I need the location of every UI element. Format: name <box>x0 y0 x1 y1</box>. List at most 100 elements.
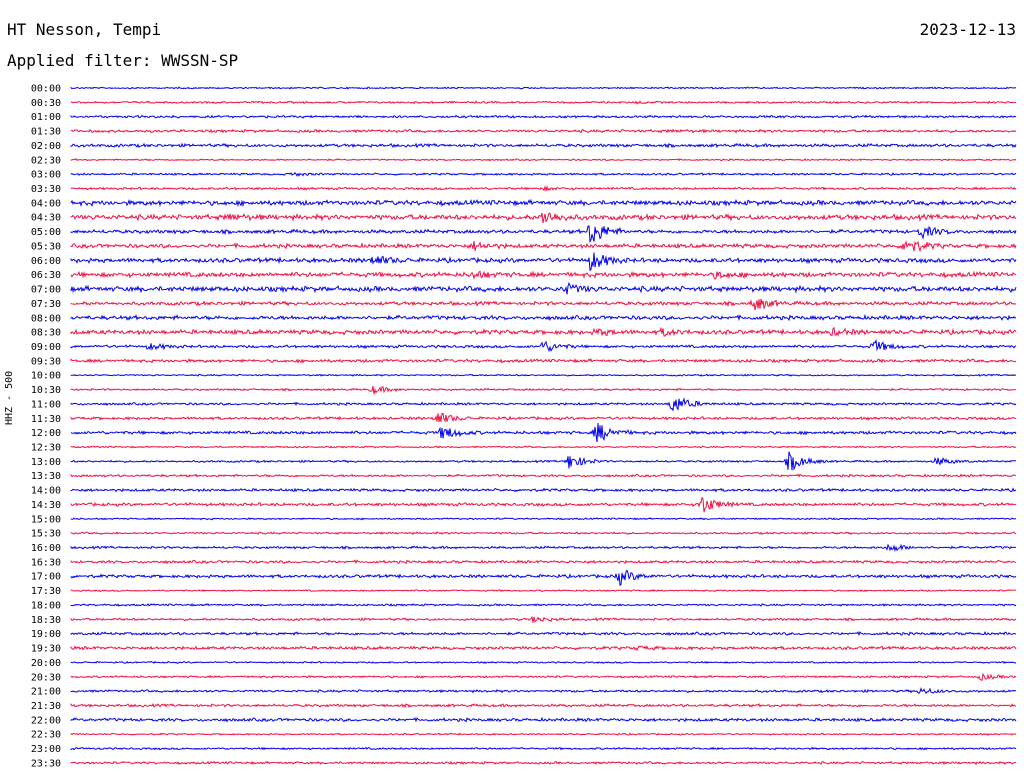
row-time-label: 16:00 <box>31 543 61 554</box>
row-time-label: 04:00 <box>31 198 61 209</box>
seismic-trace-line <box>70 445 1017 449</box>
seismic-trace-line <box>70 142 1017 149</box>
row-time-label: 14:00 <box>31 486 61 497</box>
row-time-label: 00:00 <box>31 84 61 95</box>
seismic-trace-line <box>70 357 1017 364</box>
seismic-trace-line <box>70 672 1017 681</box>
seismic-trace-line <box>70 615 1017 623</box>
row-time-label: 04:30 <box>31 213 61 224</box>
seismic-trace-line <box>70 158 1017 162</box>
seismic-trace-line <box>70 559 1017 565</box>
seismic-trace-line <box>70 702 1017 709</box>
row-time-label: 17:30 <box>31 586 61 597</box>
station-title: HT Nesson, Tempi <box>7 20 162 39</box>
row-time-label: 19:30 <box>31 644 61 655</box>
row-time-label: 06:00 <box>31 256 61 267</box>
seismic-trace-line <box>70 760 1017 766</box>
seismic-trace-line <box>70 589 1017 593</box>
seismic-trace-line <box>70 413 1017 423</box>
seismic-trace-line <box>70 496 1017 513</box>
row-time-label: 14:30 <box>31 500 61 511</box>
row-time-label: 10:30 <box>31 385 61 396</box>
row-time-label: 13:30 <box>31 471 61 482</box>
row-time-label: 13:00 <box>31 457 61 468</box>
row-time-label: 19:00 <box>31 629 61 640</box>
seismic-trace-line <box>70 338 1017 353</box>
row-time-label: 20:00 <box>31 658 61 669</box>
row-time-label: 11:30 <box>31 414 61 425</box>
row-time-label: 07:30 <box>31 299 61 310</box>
row-time-label: 11:00 <box>31 399 61 410</box>
row-time-label: 01:30 <box>31 127 61 138</box>
row-time-label: 12:30 <box>31 443 61 454</box>
row-time-label: 03:00 <box>31 170 61 181</box>
seismic-trace-line <box>70 746 1017 751</box>
row-time-label: 21:30 <box>31 701 61 712</box>
row-time-label: 06:30 <box>31 270 61 281</box>
row-time-label: 21:00 <box>31 687 61 698</box>
seismic-trace-line <box>70 185 1017 193</box>
seismic-trace-line <box>70 128 1017 134</box>
seismic-trace-line <box>70 716 1017 723</box>
row-time-label: 23:30 <box>31 758 61 769</box>
seismic-trace-line <box>70 451 1017 471</box>
seismic-trace-line <box>70 397 1017 412</box>
row-time-label: 08:30 <box>31 328 61 339</box>
row-time-label: 22:30 <box>31 730 61 741</box>
seismic-trace-line <box>70 531 1017 536</box>
row-time-label: 20:30 <box>31 672 61 683</box>
row-time-label: 18:00 <box>31 600 61 611</box>
row-time-label: 16:30 <box>31 557 61 568</box>
seismic-trace-line <box>70 100 1017 105</box>
row-time-label: 22:00 <box>31 715 61 726</box>
seismic-trace-line <box>70 543 1017 552</box>
row-time-label: 05:30 <box>31 241 61 252</box>
seismic-trace-line <box>70 298 1017 311</box>
seismic-trace-line <box>70 270 1017 280</box>
row-time-label: 23:00 <box>31 744 61 755</box>
seismic-trace-line <box>70 386 1017 395</box>
seismic-trace-line <box>70 373 1017 377</box>
seismic-trace-line <box>70 473 1017 478</box>
row-time-label: 02:30 <box>31 155 61 166</box>
row-time-label: 00:30 <box>31 98 61 109</box>
seismic-trace-line <box>70 326 1017 337</box>
seismic-trace-line <box>70 281 1017 295</box>
seismic-trace-line <box>70 487 1017 493</box>
seismic-trace-line <box>70 422 1017 443</box>
row-time-label: 09:00 <box>31 342 61 353</box>
seismic-trace-line <box>70 212 1017 224</box>
seismic-trace-line <box>70 172 1017 177</box>
seismic-trace-line <box>70 603 1017 607</box>
filter-label: Applied filter: WWSSN-SP <box>7 51 239 70</box>
row-time-label: 07:00 <box>31 285 61 296</box>
seismic-trace-line <box>70 645 1017 652</box>
seismic-trace-line <box>70 252 1017 272</box>
date-label: 2023-12-13 <box>919 20 1016 39</box>
row-time-label: 03:30 <box>31 184 61 195</box>
seismic-trace-line <box>70 313 1017 322</box>
row-time-label: 15:30 <box>31 529 61 540</box>
seismic-trace-line <box>70 687 1017 695</box>
row-time-label: 17:00 <box>31 572 61 583</box>
seismic-trace-line <box>70 517 1017 521</box>
row-time-label: 01:00 <box>31 112 61 123</box>
row-time-label: 05:00 <box>31 227 61 238</box>
seismic-trace-line <box>70 630 1017 637</box>
seismic-trace-line <box>70 198 1017 208</box>
seismic-trace-line <box>70 114 1017 119</box>
seismic-trace-line <box>70 569 1017 586</box>
row-time-label: 10:00 <box>31 371 61 382</box>
seismic-trace-line <box>70 660 1017 664</box>
row-time-label: 12:00 <box>31 428 61 439</box>
row-time-label: 02:00 <box>31 141 61 152</box>
row-time-label: 18:30 <box>31 615 61 626</box>
seismic-trace-line <box>70 86 1017 90</box>
seismic-trace-line <box>70 240 1017 253</box>
row-time-label: 09:30 <box>31 356 61 367</box>
row-time-label: 15:00 <box>31 514 61 525</box>
seismic-trace-line <box>70 225 1017 244</box>
row-time-label: 08:00 <box>31 313 61 324</box>
seismic-trace-line <box>70 732 1017 736</box>
